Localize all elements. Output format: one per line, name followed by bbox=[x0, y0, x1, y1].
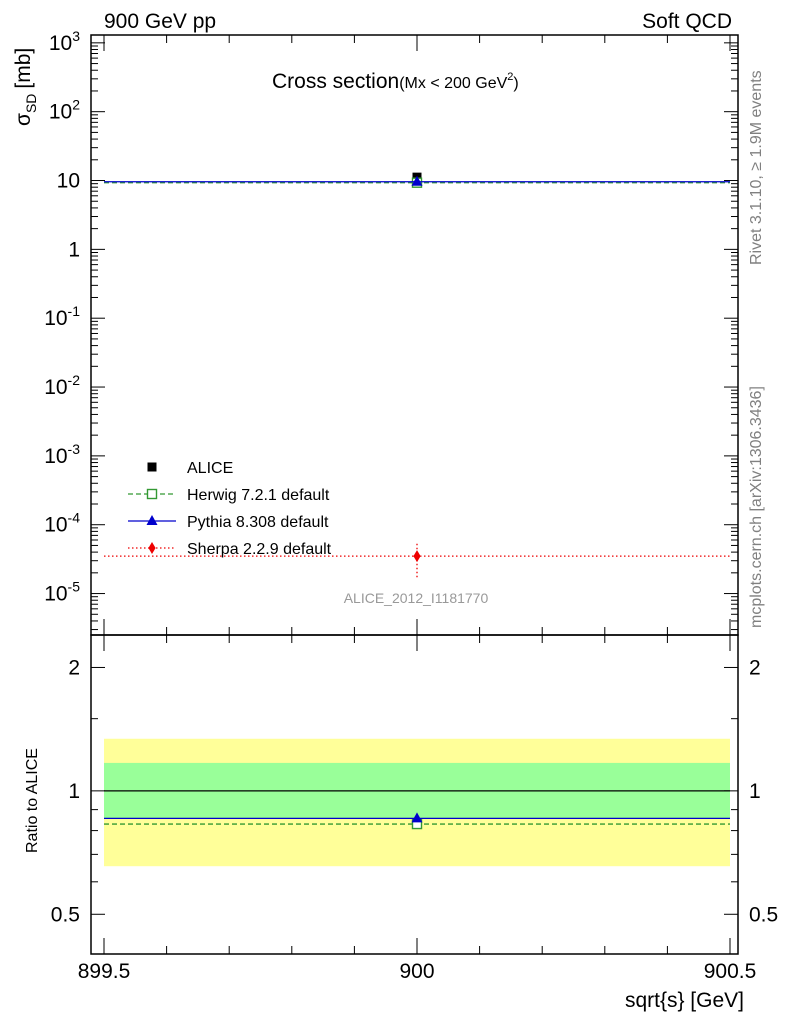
legend-label: Herwig 7.2.1 default bbox=[187, 487, 330, 504]
main-series-layer bbox=[104, 172, 730, 578]
x-tick-label: 900 bbox=[399, 960, 434, 983]
legend-label: ALICE bbox=[187, 460, 233, 477]
legend-entry-pythia-8-308-default: Pythia 8.308 default bbox=[128, 514, 329, 531]
main-y-axis-label-sub: SD bbox=[23, 94, 39, 113]
main-title-close: ) bbox=[513, 75, 518, 92]
legend-marker bbox=[148, 542, 156, 554]
main-y-tick-label: 10-5 bbox=[44, 579, 80, 606]
series-pythia-8-308-default bbox=[104, 175, 730, 186]
main-y-tick-label: 103 bbox=[49, 28, 80, 55]
data-point bbox=[411, 175, 423, 186]
ratio-y-axis-label: Ratio to ALICE bbox=[24, 748, 41, 853]
main-y-axis-label: σSD [mb] bbox=[12, 48, 39, 126]
main-y-tick-label: 10-4 bbox=[44, 510, 80, 537]
main-title: Cross section(Mx < 200 GeV2) bbox=[272, 70, 519, 93]
legend-marker bbox=[146, 488, 158, 500]
data-point bbox=[413, 550, 421, 563]
ratio-bands bbox=[104, 738, 730, 867]
ratio-y-tick-label: 1 bbox=[68, 780, 80, 803]
main-y-tick-label: 1 bbox=[68, 238, 80, 261]
ratio-data-point bbox=[411, 812, 423, 823]
main-y-axis-label-unit: [mb] bbox=[12, 48, 35, 89]
x-axis-label: sqrt{s} [GeV] bbox=[625, 989, 744, 1012]
ratio-panel: 0.5 0.51 12 2 899.5 900 900.5 Ratio to ALICE … bbox=[24, 634, 778, 1012]
legend-marker bbox=[147, 462, 157, 472]
ratio-series-pythia-8-308-default bbox=[104, 812, 730, 823]
ratio-y-tick-label-right: 2 bbox=[749, 656, 761, 679]
ratio-x-axis: 899.5 900 900.5 bbox=[78, 635, 757, 983]
side-label-upper: Rivet 3.1.10, ≥ 1.9M events bbox=[748, 70, 765, 265]
main-x-ticks bbox=[103, 35, 731, 635]
main-title-sup: 2 bbox=[507, 71, 513, 83]
main-title-text: Cross section bbox=[272, 70, 399, 93]
main-y-tick-label: 10-3 bbox=[44, 441, 80, 468]
ratio-y-tick-label: 2 bbox=[68, 656, 80, 679]
main-y-tick-label: 10-1 bbox=[44, 303, 80, 330]
x-tick-label: 899.5 bbox=[78, 960, 131, 983]
main-y-axis-label-symbol: σ bbox=[12, 113, 35, 126]
ratio-series-layer bbox=[104, 812, 730, 830]
legend-marker bbox=[146, 515, 158, 525]
ratio-y-tick-label-right: 0.5 bbox=[749, 903, 778, 926]
series-sherpa-2-2-9-default bbox=[104, 543, 730, 578]
x-tick-label: 900.5 bbox=[704, 960, 757, 983]
header-right-label: Soft QCD bbox=[642, 10, 732, 33]
ratio-y-tick-label-right: 1 bbox=[749, 780, 761, 803]
header-left-label: 900 GeV pp bbox=[104, 10, 216, 33]
legend-label: Sherpa 2.2.9 default bbox=[187, 541, 332, 558]
legend: ALICE Herwig 7.2.1 default Pythia 8.308 de… bbox=[128, 460, 332, 558]
main-title-sub: (Mx < 200 GeV bbox=[399, 75, 507, 92]
legend-label: Pythia 8.308 default bbox=[187, 514, 329, 531]
ratio-y-axis: 0.5 0.5 1 1 2 2 bbox=[51, 656, 778, 926]
main-y-tick-label: 10-2 bbox=[44, 372, 80, 399]
main-y-tick-label: 10 bbox=[57, 170, 80, 193]
ratio-panel-frame bbox=[90, 634, 739, 955]
side-label-lower: mcplots.cern.ch [arXiv:1306.3436] bbox=[748, 386, 765, 628]
legend-entry-alice: ALICE bbox=[147, 460, 233, 477]
legend-entry-sherpa-2-2-9-default: Sherpa 2.2.9 default bbox=[128, 541, 332, 558]
analysis-watermark: ALICE_2012_I1181770 bbox=[344, 590, 489, 606]
ratio-y-tick-label: 0.5 bbox=[51, 903, 80, 926]
main-y-tick-label: 102 bbox=[49, 97, 80, 124]
legend-entry-herwig-7-2-1-default: Herwig 7.2.1 default bbox=[128, 487, 330, 504]
